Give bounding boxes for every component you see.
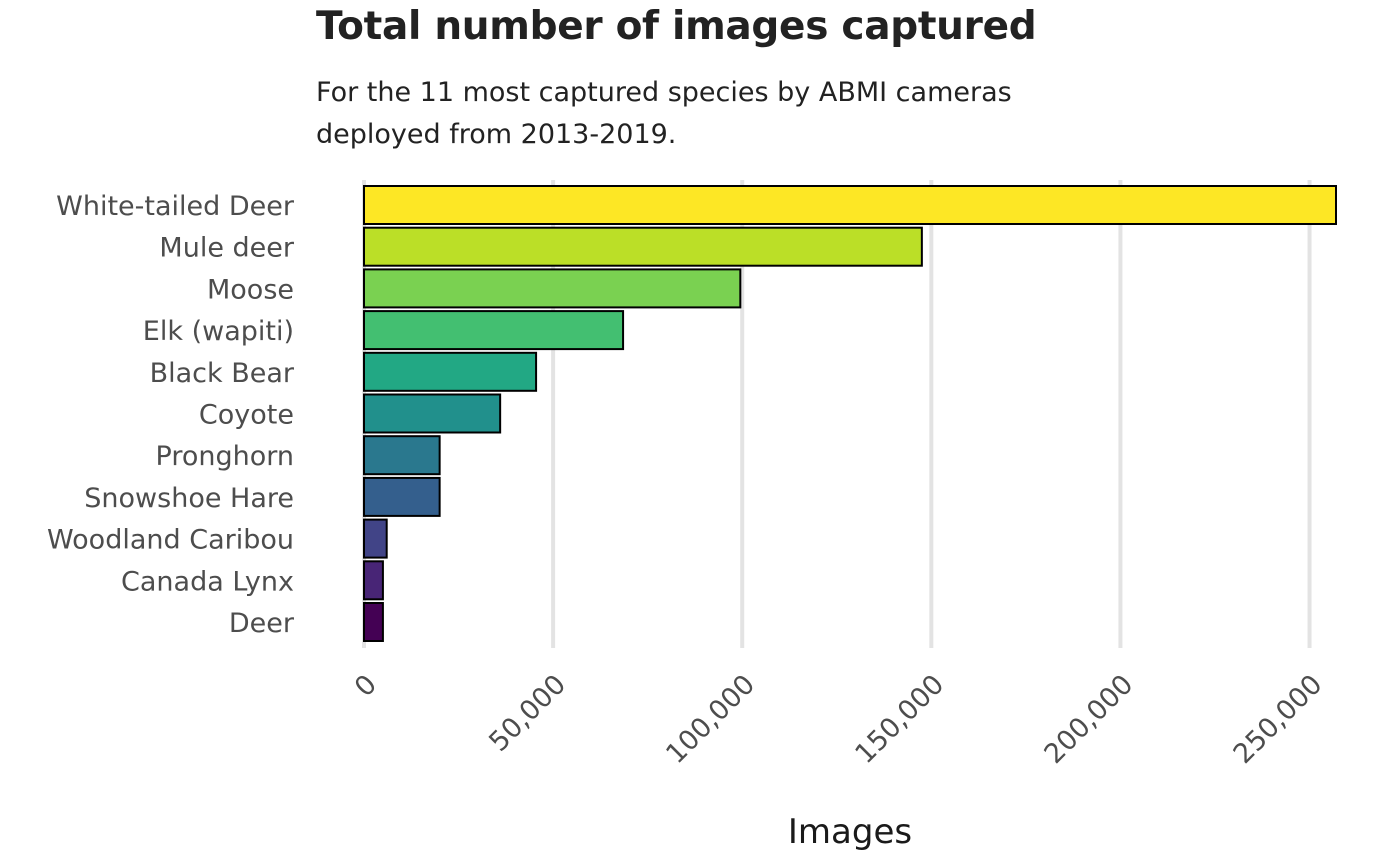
bar <box>363 476 441 517</box>
x-tick-label: 250,000 <box>1228 669 1329 770</box>
category-label: Coyote <box>199 400 294 431</box>
x-tick-label: 200,000 <box>1038 669 1139 770</box>
category-label: Black Bear <box>150 358 295 389</box>
chart-title: Total number of images captured <box>316 4 1037 49</box>
bar <box>363 518 388 559</box>
x-tick-label: 0 <box>349 669 383 703</box>
bar <box>363 393 502 434</box>
bar <box>363 435 441 476</box>
bar <box>363 560 384 601</box>
bar <box>363 310 625 351</box>
category-labels: White-tailed Deer Mule deer Moose Elk (wapi… <box>47 191 295 639</box>
category-label: Pronghorn <box>156 441 294 472</box>
category-label: White-tailed Deer <box>56 191 295 222</box>
bars <box>363 185 1337 642</box>
category-label: Canada Lynx <box>121 566 294 597</box>
x-tick-label: 150,000 <box>849 669 950 770</box>
x-tick-label: 50,000 <box>483 669 572 758</box>
category-label: Woodland Caribou <box>47 525 294 556</box>
bar <box>363 185 1337 225</box>
category-label: Mule deer <box>159 233 294 264</box>
bar <box>363 351 538 392</box>
category-label: Deer <box>229 608 295 639</box>
bar <box>363 602 384 642</box>
category-label: Elk (wapiti) <box>143 316 294 347</box>
x-axis-title: Images <box>788 812 912 852</box>
x-tick-labels: 0 50,000 100,000 150,000 200,000 250,000 <box>349 669 1329 770</box>
bar <box>363 226 923 267</box>
bar <box>363 268 742 309</box>
category-label: Snowshoe Hare <box>84 483 294 514</box>
x-tick-label: 100,000 <box>660 669 761 770</box>
chart-subtitle: For the 11 most captured species by ABMI… <box>316 77 1012 150</box>
category-label: Moose <box>207 274 294 305</box>
